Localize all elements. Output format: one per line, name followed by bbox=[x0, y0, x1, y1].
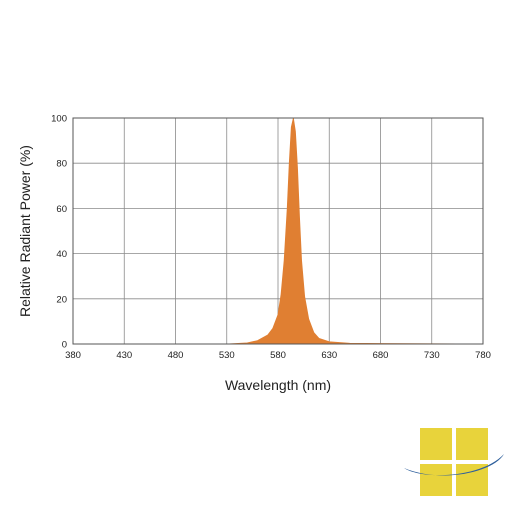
x-tick-label: 530 bbox=[219, 350, 235, 361]
y-tick-label: 0 bbox=[62, 340, 67, 351]
x-tick-label: 580 bbox=[270, 350, 286, 361]
logo-swoosh-icon bbox=[404, 454, 504, 476]
x-axis-title: Wavelength (nm) bbox=[225, 377, 331, 393]
logo-square-bottom-right bbox=[456, 464, 488, 496]
x-tick-label: 680 bbox=[373, 350, 389, 361]
logo-square-top-right bbox=[456, 428, 488, 460]
y-tick-label: 100 bbox=[51, 114, 67, 125]
x-tick-label: 730 bbox=[424, 350, 440, 361]
brand-logo bbox=[404, 428, 504, 496]
y-tick-label: 80 bbox=[56, 159, 67, 170]
x-tick-label: 430 bbox=[116, 350, 132, 361]
y-tick-label: 40 bbox=[56, 249, 67, 260]
y-tick-label: 60 bbox=[56, 204, 67, 215]
x-tick-label: 480 bbox=[168, 350, 184, 361]
plot-frame bbox=[72, 117, 484, 345]
y-tick-labels: 0 20 40 60 80 100 bbox=[51, 114, 67, 351]
grid-lines bbox=[72, 117, 484, 345]
x-tick-label: 780 bbox=[475, 350, 491, 361]
x-tick-label: 630 bbox=[321, 350, 337, 361]
y-tick-label: 20 bbox=[56, 294, 67, 305]
x-tick-label: 380 bbox=[65, 350, 81, 361]
y-axis-title: Relative Radiant Power (%) bbox=[17, 145, 33, 317]
logo-square-top-left bbox=[420, 428, 452, 460]
logo-square-bottom-left bbox=[420, 464, 452, 496]
x-tick-labels: 380 430 480 530 580 630 680 730 780 bbox=[65, 350, 491, 361]
